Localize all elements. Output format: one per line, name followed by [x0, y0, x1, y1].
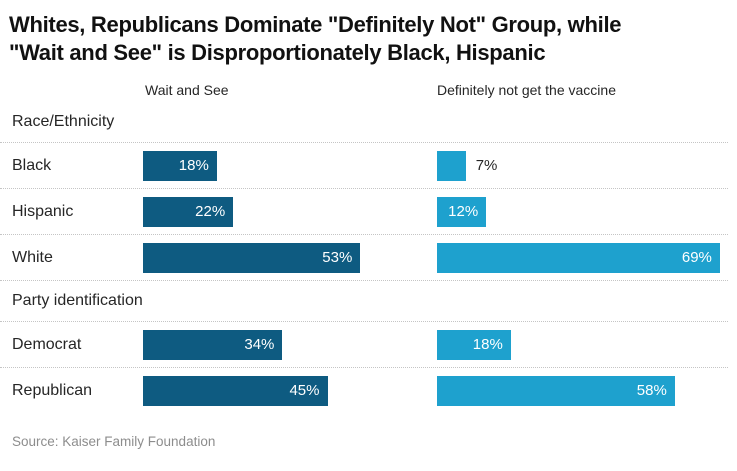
bar-value-label: 34%: [244, 336, 275, 353]
section-title: Race/Ethnicity: [12, 112, 115, 130]
bar-cell-wait-and-see: 18%: [143, 150, 437, 181]
chart-title-line-2: "Wait and See" is Disproportionately Bla…: [9, 40, 546, 65]
bar-definitely-not: 69%: [437, 242, 720, 273]
row-republican: Republican 45% 58%: [0, 368, 728, 413]
chart-title: Whites, Republicans Dominate "Definitely…: [9, 11, 725, 67]
column-headers: Wait and See Definitely not get the vacc…: [0, 82, 737, 100]
source-note: Source: Kaiser Family Foundation: [12, 434, 216, 449]
bar-definitely-not: 18%: [437, 329, 511, 360]
bar-cell-wait-and-see: 45%: [143, 375, 437, 406]
row-label: Democrat: [12, 335, 82, 353]
section-header-party-identification: Party identification: [0, 281, 728, 322]
bar-cell-wait-and-see: 53%: [143, 242, 437, 273]
bar-wait-and-see: 22%: [143, 196, 234, 227]
row-label: Black: [12, 156, 52, 174]
section-title: Party identification: [12, 292, 143, 309]
row-democrat: Democrat 34% 18%: [0, 322, 728, 368]
row-hispanic: Hispanic 22% 12%: [0, 189, 728, 235]
bar-value-label: 22%: [195, 203, 226, 220]
row-black: Black 18% 7%: [0, 143, 728, 189]
bar-value-label: 45%: [289, 382, 320, 399]
bar-value-label: 18%: [472, 336, 503, 353]
bar-value-label: 18%: [178, 157, 209, 174]
bar-wait-and-see: 18%: [143, 150, 217, 181]
bar-wait-and-see: 53%: [143, 242, 361, 273]
bar-value-label: 58%: [636, 382, 667, 399]
bar-value-label: 69%: [681, 249, 712, 266]
bar-definitely-not: 12%: [437, 196, 487, 227]
row-label: Republican: [12, 381, 93, 399]
bar-definitely-not: [437, 150, 466, 181]
bar-cell-wait-and-see: 22%: [143, 196, 437, 227]
section-header-race-ethnicity: Race/Ethnicity: [0, 101, 728, 143]
column-header-wait-and-see: Wait and See: [145, 82, 229, 98]
bar-value-label: 12%: [448, 203, 479, 220]
bar-value-label: 53%: [322, 249, 353, 266]
bar-cell-definitely-not: 12%: [437, 196, 728, 227]
row-white: White 53% 69%: [0, 235, 728, 281]
bar-value-label: 7%: [475, 157, 498, 174]
bar-cell-definitely-not: 69%: [437, 242, 728, 273]
bar-wait-and-see: 45%: [143, 375, 328, 406]
bar-cell-definitely-not: 58%: [437, 375, 728, 406]
chart-container: Whites, Republicans Dominate "Definitely…: [0, 11, 737, 449]
bar-cell-definitely-not: 18%: [437, 329, 728, 360]
bar-definitely-not: 58%: [437, 375, 675, 406]
bar-cell-wait-and-see: 34%: [143, 329, 437, 360]
bar-cell-definitely-not: 7%: [437, 150, 728, 181]
bar-wait-and-see: 34%: [143, 329, 283, 360]
column-header-definitely-not: Definitely not get the vaccine: [437, 82, 616, 98]
chart-title-line-1: Whites, Republicans Dominate "Definitely…: [9, 12, 622, 37]
row-label: White: [12, 248, 53, 266]
row-label: Hispanic: [12, 202, 74, 220]
chart-grid: Race/Ethnicity Black 18% 7% Hispanic 22%…: [0, 101, 737, 413]
